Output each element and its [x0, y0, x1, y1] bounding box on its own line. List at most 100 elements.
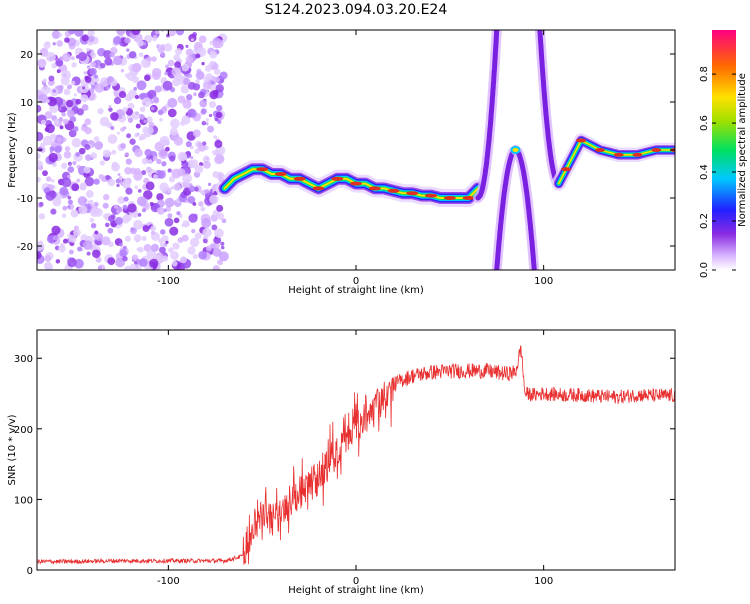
noise-blob — [140, 133, 147, 140]
noise-blob — [46, 87, 51, 92]
spectrogram-x-tick-label: 100 — [534, 276, 553, 287]
noise-blob — [216, 204, 224, 212]
noise-blob — [138, 93, 145, 100]
noise-blob — [220, 241, 225, 246]
noise-blob — [124, 265, 133, 270]
noise-blob — [179, 256, 188, 264]
noise-blob — [83, 166, 91, 174]
noise-blob — [78, 205, 88, 215]
noise-blob — [93, 74, 99, 79]
noise-blob — [62, 118, 69, 125]
noise-blob — [45, 52, 56, 63]
noise-blob — [89, 218, 95, 223]
noise-blob — [121, 114, 126, 120]
noise-blob — [209, 50, 218, 59]
noise-blob — [176, 211, 181, 216]
spectrogram-y-axis-label: Frequency (Hz) — [7, 112, 18, 188]
noise-blob — [165, 240, 169, 244]
noise-blob — [118, 91, 127, 99]
noise-blob — [167, 168, 172, 173]
ridge-peak — [594, 148, 605, 152]
noise-blob — [202, 238, 208, 244]
noise-blob — [170, 251, 179, 260]
noise-blob — [97, 265, 102, 270]
ridge-peak — [312, 186, 325, 191]
noise-blob — [61, 112, 66, 117]
noise-blob — [185, 48, 194, 57]
noise-blob — [109, 52, 115, 58]
noise-blob — [81, 86, 86, 90]
noise-blob — [156, 193, 164, 201]
noise-blob — [188, 213, 198, 223]
noise-blob — [102, 202, 109, 209]
noise-blob — [118, 242, 123, 247]
noise-blob — [202, 80, 212, 90]
noise-blob — [122, 256, 128, 262]
noise-blob — [55, 259, 61, 264]
noise-blob — [160, 52, 166, 57]
noise-blob — [190, 38, 194, 42]
noise-blob — [136, 39, 144, 47]
noise-blob — [148, 121, 155, 128]
noise-blob — [167, 189, 172, 194]
noise-blob — [43, 41, 51, 49]
noise-blob — [67, 205, 71, 209]
noise-blob — [133, 213, 139, 218]
noise-blob — [125, 215, 132, 222]
noise-blob — [51, 30, 61, 39]
noise-blob — [122, 178, 130, 186]
noise-blob — [70, 80, 76, 86]
noise-blob — [167, 97, 178, 108]
noise-blob — [86, 47, 90, 52]
noise-blob — [163, 43, 173, 52]
noise-blob — [134, 148, 143, 158]
noise-blob — [116, 30, 126, 36]
noise-blob — [119, 43, 123, 47]
noise-blob — [143, 190, 153, 200]
noise-blob — [117, 173, 121, 177]
noise-blob — [39, 48, 49, 57]
noise-blob — [100, 62, 106, 69]
noise-blob — [73, 93, 77, 97]
noise-blob — [159, 118, 163, 122]
noise-blob — [208, 113, 213, 118]
noise-blob — [128, 51, 137, 59]
noise-blob — [58, 245, 66, 253]
noise-blob — [177, 237, 184, 244]
noise-blob — [142, 208, 147, 213]
noise-blob — [50, 133, 57, 141]
noise-blob — [212, 265, 220, 270]
noise-blob — [124, 37, 131, 44]
noise-blob — [40, 63, 44, 68]
noise-blob — [204, 65, 212, 72]
noise-blob — [195, 53, 201, 59]
noise-blob — [63, 88, 71, 96]
noise-blob — [192, 129, 201, 138]
noise-blob — [190, 156, 194, 160]
noise-blob — [103, 193, 110, 201]
spectrogram-y-tick-label: 20 — [20, 50, 33, 61]
noise-blob — [52, 89, 56, 93]
noise-blob — [194, 164, 204, 174]
ridge-peak — [425, 193, 438, 198]
noise-blob — [38, 165, 44, 171]
noise-blob — [87, 30, 95, 37]
noise-blob — [185, 141, 192, 148]
noise-blob — [90, 152, 98, 160]
noise-blob — [113, 96, 122, 105]
noise-blob — [45, 191, 55, 201]
noise-blob — [175, 30, 185, 36]
noise-blob — [205, 245, 213, 252]
noise-blob — [164, 217, 174, 227]
noise-blob — [52, 235, 59, 241]
noise-blob — [108, 107, 113, 112]
spectral-arc — [494, 147, 518, 270]
noise-blob — [61, 162, 68, 169]
noise-blob — [213, 236, 221, 245]
noise-blob — [76, 108, 84, 116]
snr-x-tick-label: 0 — [353, 576, 359, 587]
noise-blob — [202, 160, 211, 169]
noise-blob — [114, 216, 123, 225]
noise-blob — [131, 254, 139, 262]
